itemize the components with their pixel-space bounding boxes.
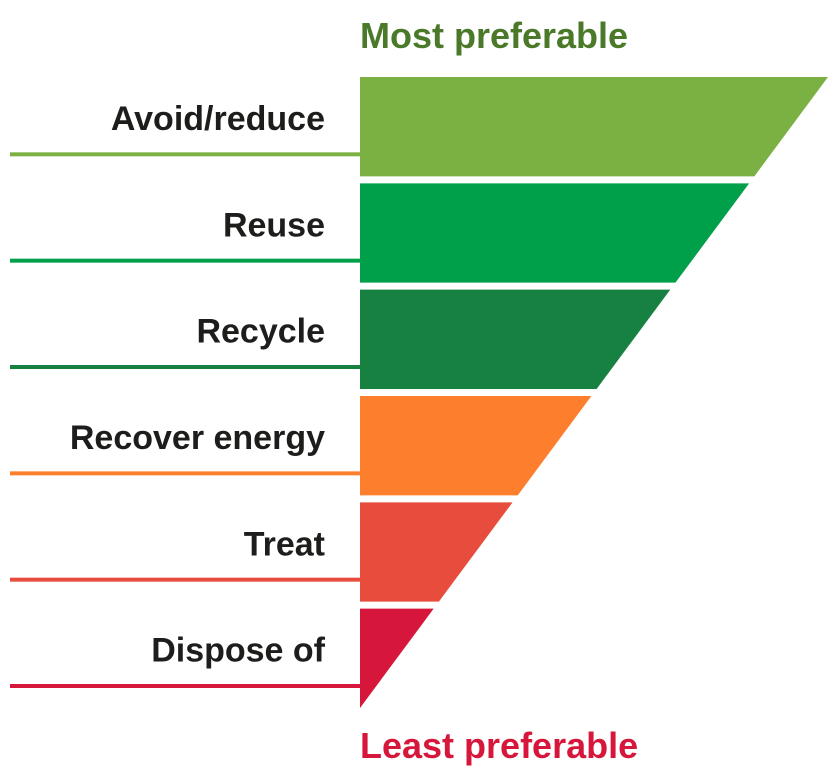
- tier-label-dispose-of: Dispose of: [151, 632, 325, 670]
- tier-line-treat: [10, 577, 360, 582]
- tier-band-recycle: [360, 289, 671, 389]
- tier-band-dispose-of: [360, 608, 434, 708]
- tier-labels: Avoid/reduce Reuse Recycle Recover energy Tr…: [70, 100, 326, 670]
- tier-shapes: [360, 77, 828, 708]
- tier-line-avoid-reduce: [10, 152, 360, 157]
- least-preferable-label: Least preferable: [360, 725, 638, 766]
- tier-band-reuse: [360, 183, 750, 283]
- tier-band-avoid-reduce: [360, 77, 828, 177]
- tier-label-reuse: Reuse: [223, 206, 325, 244]
- tier-label-recycle: Recycle: [196, 313, 325, 351]
- tier-line-dispose-of: [10, 684, 360, 688]
- tier-band-treat: [360, 502, 513, 602]
- tier-band-recover-energy: [360, 396, 592, 496]
- tier-leader-lines: [10, 152, 360, 688]
- tier-label-recover-energy: Recover energy: [70, 419, 325, 457]
- tier-line-recover-energy: [10, 471, 360, 476]
- tier-line-recycle: [10, 365, 360, 369]
- tier-label-avoid-reduce: Avoid/reduce: [111, 100, 325, 138]
- most-preferable-label: Most preferable: [360, 15, 628, 56]
- tier-line-reuse: [10, 258, 360, 263]
- tier-label-treat: Treat: [244, 525, 325, 563]
